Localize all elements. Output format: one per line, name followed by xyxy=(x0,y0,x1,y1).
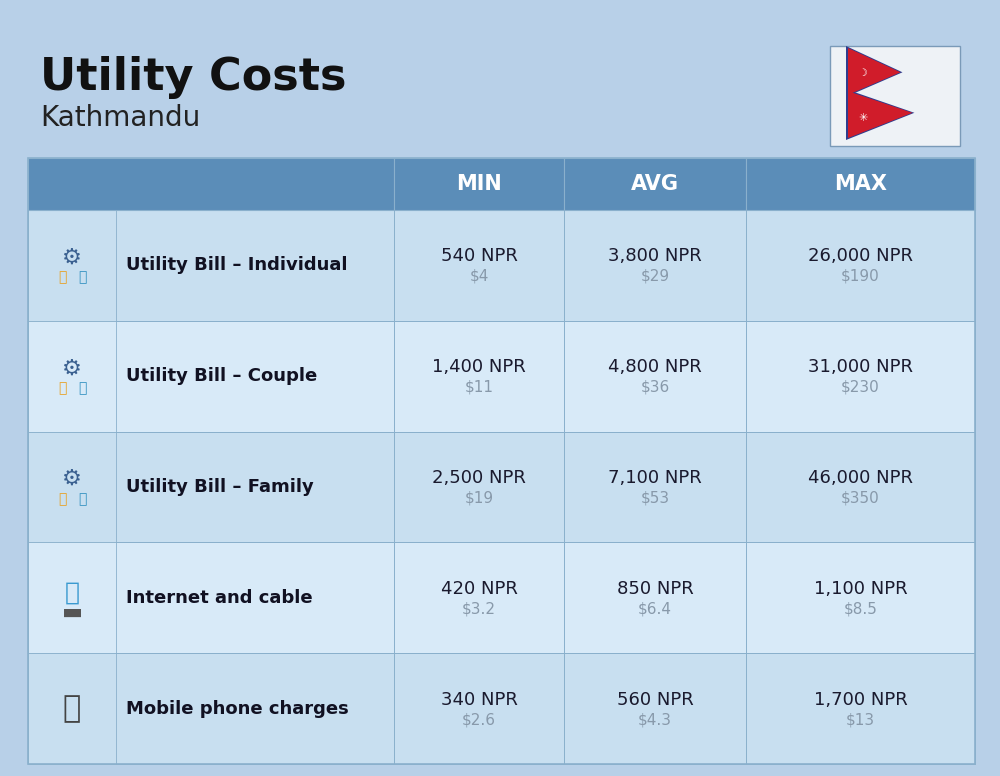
Text: 4,800 NPR: 4,800 NPR xyxy=(608,359,702,376)
Text: Utility Costs: Utility Costs xyxy=(40,56,347,99)
Bar xyxy=(830,46,960,146)
Text: Utility Bill – Family: Utility Bill – Family xyxy=(126,478,314,496)
Text: 🚰: 🚰 xyxy=(78,270,86,284)
Polygon shape xyxy=(848,92,912,138)
Text: 3,800 NPR: 3,800 NPR xyxy=(608,248,702,265)
Text: ⚙: ⚙ xyxy=(62,469,82,489)
Text: $6.4: $6.4 xyxy=(638,601,672,616)
Text: 340 NPR: 340 NPR xyxy=(441,691,517,708)
Bar xyxy=(28,210,975,320)
Bar xyxy=(28,542,975,653)
Bar xyxy=(394,210,564,320)
Text: Utility Bill – Individual: Utility Bill – Individual xyxy=(126,256,348,275)
Text: 540 NPR: 540 NPR xyxy=(441,248,517,265)
Text: Utility Bill – Couple: Utility Bill – Couple xyxy=(126,367,317,385)
Text: $2.6: $2.6 xyxy=(462,712,496,727)
Bar xyxy=(564,210,746,320)
Bar xyxy=(564,542,746,653)
Bar xyxy=(394,542,564,653)
Text: $4: $4 xyxy=(469,269,489,284)
Bar xyxy=(746,158,975,210)
Text: 🚰: 🚰 xyxy=(78,381,86,395)
Text: 420 NPR: 420 NPR xyxy=(441,580,517,598)
Text: 1,700 NPR: 1,700 NPR xyxy=(814,691,907,708)
Text: ▬: ▬ xyxy=(62,603,82,623)
Bar xyxy=(116,431,394,542)
Bar xyxy=(116,542,394,653)
Text: 🔌: 🔌 xyxy=(58,492,66,506)
Bar xyxy=(116,210,394,320)
Text: ✳: ✳ xyxy=(859,113,868,123)
Bar xyxy=(564,320,746,431)
Text: ⚙: ⚙ xyxy=(62,359,82,378)
Bar xyxy=(746,431,975,542)
Text: ☽: ☽ xyxy=(859,68,868,78)
Text: 7,100 NPR: 7,100 NPR xyxy=(608,469,702,487)
Bar xyxy=(746,320,975,431)
Text: $13: $13 xyxy=(846,712,875,727)
Text: 560 NPR: 560 NPR xyxy=(617,691,693,708)
Bar xyxy=(28,431,975,542)
Text: $3.2: $3.2 xyxy=(462,601,496,616)
Text: MIN: MIN xyxy=(456,174,502,194)
Text: 🔌: 🔌 xyxy=(58,270,66,284)
Bar xyxy=(746,653,975,764)
Text: $190: $190 xyxy=(841,269,880,284)
Bar xyxy=(564,431,746,542)
Text: 1,400 NPR: 1,400 NPR xyxy=(432,359,526,376)
Bar xyxy=(116,653,394,764)
Bar xyxy=(746,542,975,653)
Text: MAX: MAX xyxy=(834,174,887,194)
Text: AVG: AVG xyxy=(631,174,679,194)
Text: 🚰: 🚰 xyxy=(78,492,86,506)
Bar xyxy=(394,653,564,764)
Polygon shape xyxy=(846,89,914,140)
Text: $8.5: $8.5 xyxy=(844,601,877,616)
Bar xyxy=(28,158,394,210)
Bar xyxy=(28,320,975,431)
Polygon shape xyxy=(846,46,902,97)
Text: 2,500 NPR: 2,500 NPR xyxy=(432,469,526,487)
Text: Mobile phone charges: Mobile phone charges xyxy=(126,700,349,718)
Bar xyxy=(564,158,746,210)
Text: 📱: 📱 xyxy=(63,694,81,723)
Text: $36: $36 xyxy=(640,379,670,395)
Text: ⚙: ⚙ xyxy=(62,248,82,268)
Text: $350: $350 xyxy=(841,490,880,505)
Text: Kathmandu: Kathmandu xyxy=(40,104,200,132)
Text: 46,000 NPR: 46,000 NPR xyxy=(808,469,913,487)
Text: $4.3: $4.3 xyxy=(638,712,672,727)
Text: 📶: 📶 xyxy=(64,580,80,605)
Text: $19: $19 xyxy=(464,490,494,505)
Text: 🔌: 🔌 xyxy=(58,381,66,395)
Text: $230: $230 xyxy=(841,379,880,395)
Text: 26,000 NPR: 26,000 NPR xyxy=(808,248,913,265)
Bar xyxy=(394,320,564,431)
Bar xyxy=(28,158,975,764)
Polygon shape xyxy=(848,48,900,95)
Text: 1,100 NPR: 1,100 NPR xyxy=(814,580,907,598)
Text: Internet and cable: Internet and cable xyxy=(126,589,313,607)
Bar xyxy=(394,158,564,210)
Text: 850 NPR: 850 NPR xyxy=(617,580,693,598)
Bar xyxy=(394,431,564,542)
Bar xyxy=(116,320,394,431)
Bar xyxy=(564,653,746,764)
Text: 31,000 NPR: 31,000 NPR xyxy=(808,359,913,376)
Text: $29: $29 xyxy=(640,269,670,284)
Text: $11: $11 xyxy=(464,379,494,395)
Bar xyxy=(746,210,975,320)
Bar xyxy=(28,653,975,764)
Text: $53: $53 xyxy=(640,490,670,505)
